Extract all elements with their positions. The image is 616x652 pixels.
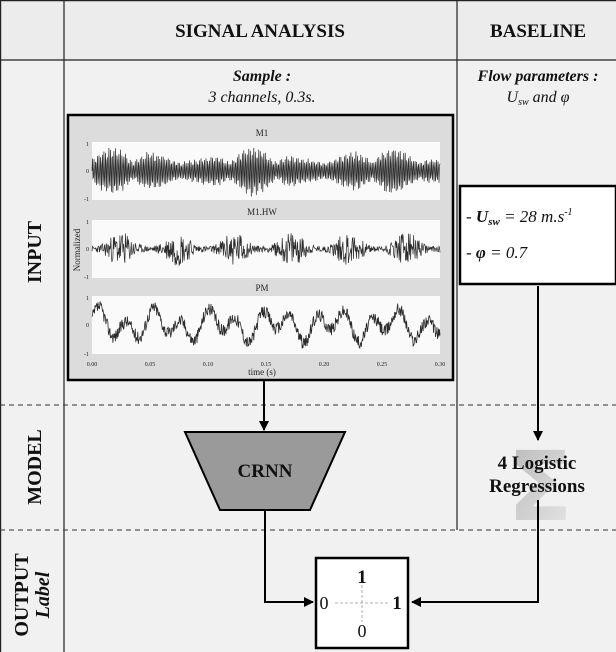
crnn-label: CRNN xyxy=(238,461,293,482)
arrow-crnn-to-output xyxy=(264,510,314,607)
ytick-m1-bot: -1 xyxy=(84,197,89,203)
regressions-line2: Regressions xyxy=(489,476,585,497)
desc-sw: sw xyxy=(518,97,529,108)
ytick-m1hw-top: 1 xyxy=(86,220,89,226)
xtick-3: 0.15 xyxy=(261,362,272,368)
row-label-model: MODEL xyxy=(24,429,46,505)
ytick-pm-bot: -1 xyxy=(84,352,89,358)
desc-u: U xyxy=(507,89,520,106)
regressions-line1: 4 Logistic xyxy=(498,453,577,474)
param-usw: - Usw = 28 m.s-1 xyxy=(466,207,573,228)
output-top: 1 xyxy=(357,567,367,588)
sample-description: 3 channels, 0.3s. xyxy=(207,89,315,106)
y-axis-label: Normalized xyxy=(72,228,82,271)
output-label-box xyxy=(314,556,410,650)
row-label-output-sub: Label xyxy=(32,571,54,619)
flow-parameters-title: Flow parameters : xyxy=(477,68,599,85)
crnn-block xyxy=(183,431,347,511)
signal-panel: M1 M1.HW PM 1 0 -1 1 0 -1 1 0 -1 0.00 0.… xyxy=(66,113,455,382)
baseline-header: BASELINE xyxy=(490,21,586,42)
output-right: 1 xyxy=(392,593,402,614)
signal-analysis-header: SIGNAL ANALYSIS xyxy=(175,21,345,42)
sample-title: Sample : xyxy=(233,68,291,85)
channel-title-m1: M1 xyxy=(256,128,269,138)
ytick-pm-mid: 0 xyxy=(86,323,89,329)
ytick-m1-mid: 0 xyxy=(86,169,89,175)
x-axis-label: time (s) xyxy=(248,367,276,377)
row-label-output: OUTPUT xyxy=(11,553,33,637)
desc-rest: and φ xyxy=(529,89,570,106)
arrow-regressions-to-output xyxy=(411,500,539,607)
flow-parameters-desc: Usw and φ xyxy=(507,89,570,108)
output-bottom: 0 xyxy=(358,621,367,641)
xtick-4: 0.20 xyxy=(319,362,330,368)
waveform-m1 xyxy=(91,147,441,197)
flow-parameters-box xyxy=(458,184,616,286)
row-label-input: INPUT xyxy=(24,220,46,283)
xtick-1: 0.05 xyxy=(145,362,156,368)
output-left: 0 xyxy=(320,593,329,613)
ytick-m1hw-mid: 0 xyxy=(86,247,89,253)
param-phi: - φ = 0.7 xyxy=(466,243,529,262)
ytick-pm-top: 1 xyxy=(86,296,89,302)
waveform-m1hw xyxy=(91,233,441,266)
sigma-glyph: Σ xyxy=(507,431,573,543)
channel-title-m1hw: M1.HW xyxy=(247,207,277,217)
waveform-pm xyxy=(91,301,441,350)
ytick-m1-top: 1 xyxy=(86,142,89,148)
row-dividers xyxy=(0,404,616,531)
xtick-5: 0.25 xyxy=(377,362,388,368)
channel-title-pm: PM xyxy=(255,283,268,293)
xtick-0: 0.00 xyxy=(87,362,98,368)
ytick-m1hw-bot: -1 xyxy=(84,275,89,281)
xtick-6: 0.30 xyxy=(435,362,446,368)
xtick-2: 0.10 xyxy=(203,362,214,368)
header-row-bg xyxy=(0,0,616,60)
